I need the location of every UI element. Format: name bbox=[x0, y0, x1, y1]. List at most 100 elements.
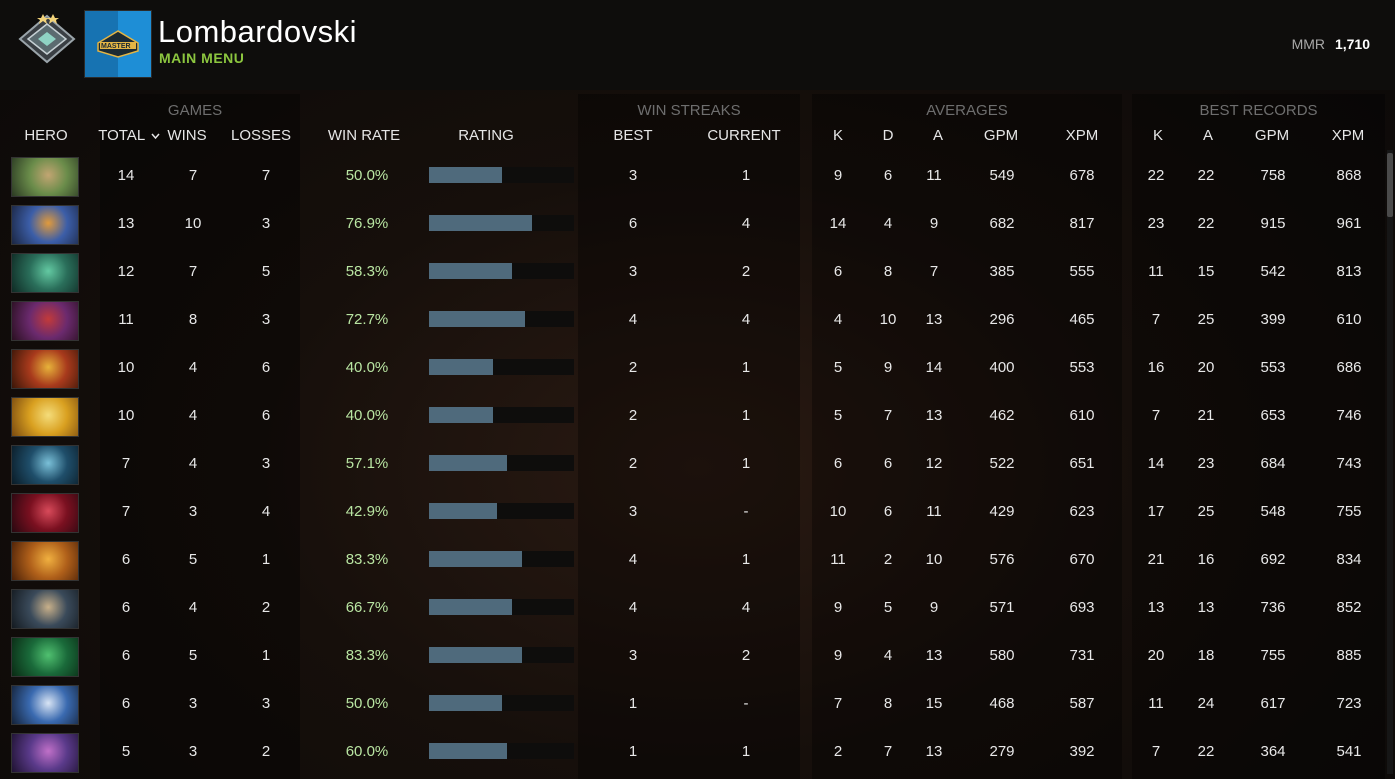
cell-wins: 7 bbox=[188, 167, 198, 184]
rating-bar-fill bbox=[429, 503, 497, 519]
cell-wins: 4 bbox=[188, 407, 198, 424]
cell-avg-a: 12 bbox=[925, 455, 943, 472]
cell-rec-gpm: 617 bbox=[1260, 695, 1286, 712]
cell-rec-gpm: 915 bbox=[1260, 215, 1286, 232]
col-losses[interactable]: LOSSES bbox=[230, 127, 292, 144]
col-rec-gpm[interactable]: GPM bbox=[1254, 127, 1290, 144]
cell-losses: 3 bbox=[261, 695, 271, 712]
rating-bar-fill bbox=[429, 263, 512, 279]
cell-rec-xpm: 813 bbox=[1336, 263, 1362, 280]
main-menu-link[interactable]: MAIN MENU bbox=[159, 50, 245, 66]
rating-bar bbox=[429, 167, 574, 183]
cell-avg-k: 4 bbox=[833, 311, 843, 328]
group-averages: AVERAGES bbox=[926, 102, 1008, 119]
col-avg-xpm[interactable]: XPM bbox=[1065, 127, 1099, 144]
col-total[interactable]: TOTAL bbox=[92, 127, 166, 144]
cell-avg-d: 2 bbox=[883, 551, 893, 568]
cell-current: 2 bbox=[741, 647, 751, 664]
rating-bar-fill bbox=[429, 551, 522, 567]
cell-avg-a: 14 bbox=[925, 359, 943, 376]
table-row[interactable]: 11 8 3 72.7% 4 4 4 10 13 296 465 7 25 399 610 bbox=[0, 296, 1385, 344]
cell-rec-gpm: 548 bbox=[1260, 503, 1286, 520]
col-avg-a[interactable]: A bbox=[932, 127, 943, 144]
col-avg-d[interactable]: D bbox=[882, 127, 894, 144]
cell-avg-a: 11 bbox=[926, 167, 942, 184]
cell-avg-d: 9 bbox=[883, 359, 893, 376]
table-row[interactable]: 7 3 4 42.9% 3 - 10 6 11 429 623 17 25 548 755 bbox=[0, 488, 1385, 536]
cell-wins: 4 bbox=[188, 455, 198, 472]
hero-portrait[interactable] bbox=[11, 637, 79, 677]
rating-bar bbox=[429, 215, 574, 231]
cell-rec-gpm: 653 bbox=[1260, 407, 1286, 424]
hero-portrait[interactable] bbox=[11, 205, 79, 245]
col-rec-a[interactable]: A bbox=[1202, 127, 1213, 144]
hero-portrait[interactable] bbox=[11, 589, 79, 629]
table-row[interactable]: 6 4 2 66.7% 4 4 9 5 9 571 693 13 13 736 852 bbox=[0, 584, 1385, 632]
avatar[interactable]: MASTER bbox=[84, 10, 152, 78]
cell-avg-xpm: 731 bbox=[1069, 647, 1095, 664]
table-row[interactable]: 6 5 1 83.3% 3 2 9 4 13 580 731 20 18 755 885 bbox=[0, 632, 1385, 680]
cell-best: 3 bbox=[628, 503, 638, 520]
cell-wins: 5 bbox=[188, 551, 198, 568]
table-row[interactable]: 12 7 5 58.3% 3 2 6 8 7 385 555 11 15 542 813 bbox=[0, 248, 1385, 296]
rating-bar-fill bbox=[429, 311, 525, 327]
cell-best: 2 bbox=[628, 359, 638, 376]
scrollbar[interactable] bbox=[1387, 150, 1393, 774]
cell-win-rate: 72.7% bbox=[345, 311, 389, 328]
hero-portrait[interactable] bbox=[11, 397, 79, 437]
cell-rec-xpm: 541 bbox=[1336, 743, 1362, 760]
table-row[interactable]: 6 5 1 83.3% 4 1 11 2 10 576 670 21 16 692 834 bbox=[0, 536, 1385, 584]
cell-current: 2 bbox=[741, 263, 751, 280]
cell-rec-a: 25 bbox=[1197, 311, 1215, 328]
rating-bar-fill bbox=[429, 647, 522, 663]
hero-portrait[interactable] bbox=[11, 253, 79, 293]
scrollbar-thumb[interactable] bbox=[1387, 153, 1393, 217]
hero-portrait[interactable] bbox=[11, 349, 79, 389]
table-row[interactable]: 13 10 3 76.9% 6 4 14 4 9 682 817 23 22 915 961 bbox=[0, 200, 1385, 248]
group-best-records: BEST RECORDS bbox=[1199, 102, 1318, 119]
cell-avg-xpm: 678 bbox=[1069, 167, 1095, 184]
cell-total: 13 bbox=[117, 215, 135, 232]
col-rating[interactable]: RATING bbox=[458, 127, 514, 144]
cell-current: 4 bbox=[741, 599, 751, 616]
cell-rec-gpm: 542 bbox=[1260, 263, 1286, 280]
cell-rec-a: 20 bbox=[1197, 359, 1215, 376]
cell-best: 4 bbox=[628, 311, 638, 328]
col-best[interactable]: BEST bbox=[613, 127, 653, 144]
hero-portrait[interactable] bbox=[11, 733, 79, 773]
table-row[interactable]: 7 4 3 57.1% 2 1 6 6 12 522 651 14 23 684 743 bbox=[0, 440, 1385, 488]
col-wins[interactable]: WINS bbox=[167, 127, 207, 144]
cell-best: 3 bbox=[628, 263, 638, 280]
col-rec-xpm[interactable]: XPM bbox=[1331, 127, 1365, 144]
hero-portrait[interactable] bbox=[11, 301, 79, 341]
cell-rec-k: 17 bbox=[1147, 503, 1165, 520]
cell-total: 6 bbox=[121, 647, 131, 664]
hero-portrait[interactable] bbox=[11, 493, 79, 533]
cell-wins: 3 bbox=[188, 695, 198, 712]
hero-portrait[interactable] bbox=[11, 541, 79, 581]
cell-current: 4 bbox=[741, 215, 751, 232]
cell-rec-k: 16 bbox=[1147, 359, 1165, 376]
table-row[interactable]: 10 4 6 40.0% 2 1 5 9 14 400 553 16 20 553 686 bbox=[0, 344, 1385, 392]
hero-portrait[interactable] bbox=[11, 157, 79, 197]
col-hero[interactable]: HERO bbox=[24, 127, 68, 144]
table-row[interactable]: 14 7 7 50.0% 3 1 9 6 11 549 678 22 22 758 868 bbox=[0, 152, 1385, 200]
col-avg-k[interactable]: K bbox=[832, 127, 843, 144]
cell-best: 2 bbox=[628, 455, 638, 472]
cell-avg-gpm: 400 bbox=[989, 359, 1015, 376]
col-current[interactable]: CURRENT bbox=[707, 127, 781, 144]
hero-portrait[interactable] bbox=[11, 445, 79, 485]
hero-portrait[interactable] bbox=[11, 685, 79, 725]
col-win-rate[interactable]: WIN RATE bbox=[327, 127, 401, 144]
cell-rec-xpm: 746 bbox=[1336, 407, 1362, 424]
table-row[interactable]: 5 3 2 60.0% 1 1 2 7 13 279 392 7 22 364 541 bbox=[0, 728, 1385, 776]
col-total-label: TOTAL bbox=[98, 127, 145, 144]
master-badge-icon bbox=[97, 30, 139, 58]
col-rec-k[interactable]: K bbox=[1152, 127, 1163, 144]
rating-bar bbox=[429, 695, 574, 711]
rating-bar-fill bbox=[429, 743, 507, 759]
table-row[interactable]: 10 4 6 40.0% 2 1 5 7 13 462 610 7 21 653 746 bbox=[0, 392, 1385, 440]
table-row[interactable]: 6 3 3 50.0% 1 - 7 8 15 468 587 11 24 617 723 bbox=[0, 680, 1385, 728]
col-avg-gpm[interactable]: GPM bbox=[983, 127, 1019, 144]
cell-best: 6 bbox=[628, 215, 638, 232]
